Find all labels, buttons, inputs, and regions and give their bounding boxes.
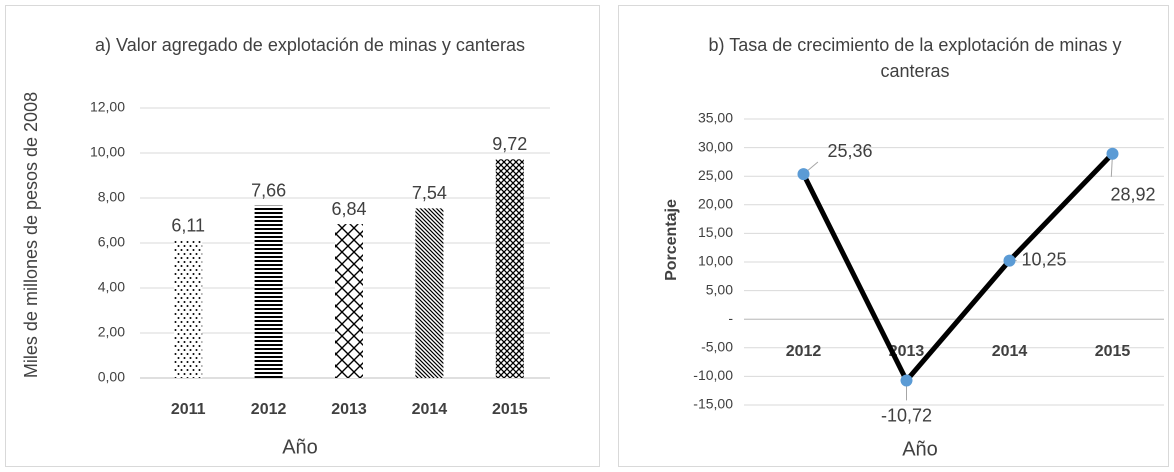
bar <box>415 208 444 378</box>
y-tick-label: 0,00 <box>98 369 125 385</box>
x-tick-label: 2012 <box>786 343 822 360</box>
marker <box>797 168 810 181</box>
data-label: -10,72 <box>881 405 932 425</box>
x-tick-label: 2013 <box>331 401 367 418</box>
bar <box>335 224 363 378</box>
y-tick-label: 35,00 <box>698 110 733 126</box>
x-axis-label: Año <box>902 438 938 460</box>
x-tick-label: 2014 <box>412 401 448 418</box>
x-tick-label: 2015 <box>492 401 528 418</box>
chart-b-frame <box>618 5 1169 467</box>
data-label: 25,36 <box>828 141 873 161</box>
x-tick-label: 2012 <box>251 401 287 418</box>
x-axis-label: Año <box>282 436 318 458</box>
data-label: 6,11 <box>171 215 205 235</box>
y-tick-label: 8,00 <box>98 189 125 205</box>
y-axis-label: Porcentaje <box>663 199 680 281</box>
y-tick-label: -10,00 <box>693 367 733 383</box>
x-tick-label: 2015 <box>1095 343 1131 360</box>
chart-title: b) Tasa de crecimiento de la explotación… <box>708 35 1122 81</box>
y-tick-label: 20,00 <box>698 196 733 212</box>
y-tick-label: 15,00 <box>698 224 733 240</box>
chart-title: a) Valor agregado de explotación de mina… <box>95 35 525 55</box>
data-label: 10,25 <box>1022 249 1067 269</box>
y-tick-label: 12,00 <box>90 99 125 115</box>
y-tick-label: 25,00 <box>698 167 733 183</box>
y-axis-label: Miles de millones de pesos de 2008 <box>21 92 41 378</box>
y-tick-label: -15,00 <box>693 396 733 412</box>
data-label: 7,54 <box>412 183 447 203</box>
marker <box>1003 254 1016 267</box>
y-tick-label: 2,00 <box>98 324 125 340</box>
data-label: 28,92 <box>1111 185 1156 205</box>
x-tick-label: 2011 <box>171 401 206 418</box>
y-tick-label: -5,00 <box>701 339 733 355</box>
data-label: 6,84 <box>331 199 366 219</box>
y-tick-label: 10,00 <box>90 144 125 160</box>
bar <box>174 240 203 378</box>
y-tick-label: - <box>728 310 733 326</box>
data-label: 9,72 <box>492 134 527 154</box>
y-tick-label: 5,00 <box>706 281 733 297</box>
y-tick-label: 10,00 <box>698 253 733 269</box>
y-tick-label: 30,00 <box>698 138 733 154</box>
marker <box>1106 147 1119 160</box>
x-tick-label: 2013 <box>889 343 925 360</box>
y-tick-label: 4,00 <box>98 279 125 295</box>
marker <box>900 374 913 387</box>
y-tick-label: 6,00 <box>98 234 125 250</box>
line <box>801 152 1115 386</box>
bar <box>495 159 524 378</box>
chart-a-frame <box>5 5 600 467</box>
data-label: 7,66 <box>251 180 286 200</box>
x-tick-label: 2014 <box>992 343 1028 360</box>
bar <box>254 205 283 378</box>
